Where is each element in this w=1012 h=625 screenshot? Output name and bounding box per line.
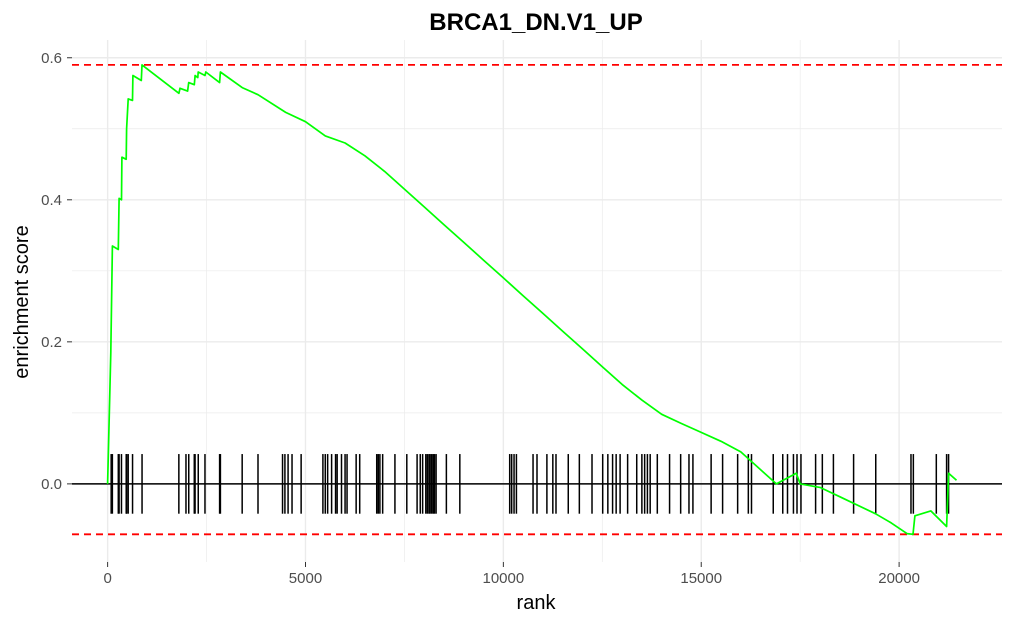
y-tick-label: 0.4	[41, 192, 62, 209]
x-tick-labels: 0 5000 10000 15000 20000	[103, 562, 920, 587]
y-tick-labels: 0.0 0.2 0.4 0.6	[41, 50, 72, 493]
chart-title: BRCA1_DN.V1_UP	[429, 9, 642, 36]
x-axis-title: rank	[517, 592, 557, 614]
y-axis-title: enrichment score	[11, 225, 33, 378]
threshold-lines	[72, 63, 1002, 536]
x-tick-label: 0	[103, 570, 111, 587]
y-tick-label: 0.6	[41, 50, 62, 67]
y-tick-label: 0.0	[41, 476, 62, 493]
y-tick-label: 0.2	[41, 334, 62, 351]
x-tick-label: 15000	[680, 570, 722, 587]
x-tick-label: 5000	[289, 570, 322, 587]
es-curve	[106, 64, 958, 536]
x-tick-label: 10000	[483, 570, 525, 587]
curve-layer	[106, 64, 958, 536]
x-tick-label: 20000	[878, 570, 920, 587]
